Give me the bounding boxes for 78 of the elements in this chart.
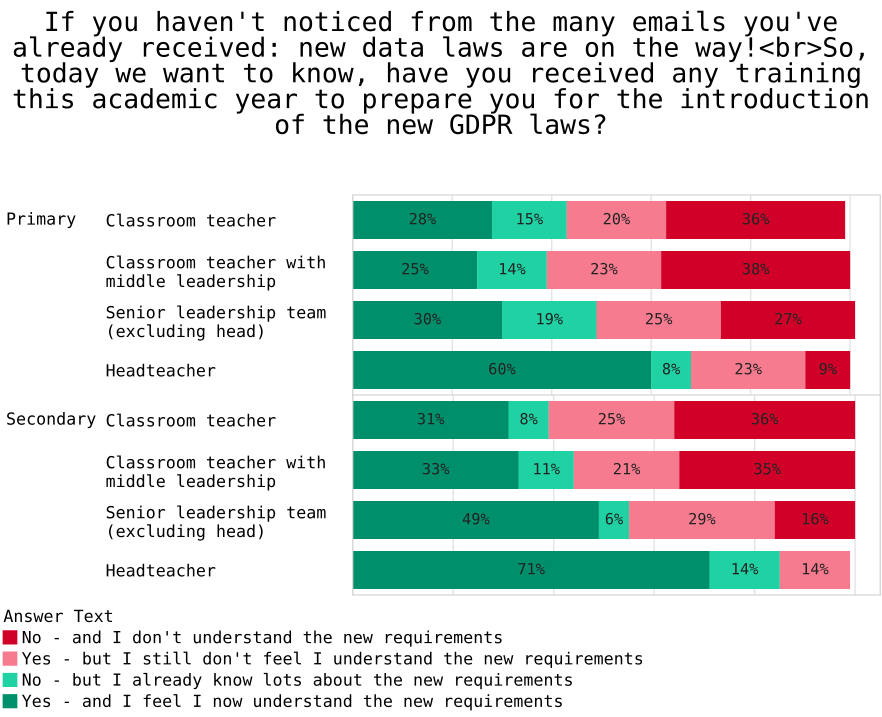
y-tick-label: Senior leadership team (excluding head) — [106, 306, 326, 341]
bar — [596, 301, 721, 339]
bar — [679, 451, 856, 489]
data-label: 11% — [534, 463, 560, 474]
bar — [502, 301, 596, 339]
data-label: 25% — [402, 262, 429, 274]
bar — [566, 201, 666, 239]
data-label: 8% — [662, 362, 680, 374]
bar — [352, 301, 502, 339]
bar — [574, 451, 680, 489]
bar — [518, 451, 574, 489]
data-label: 33% — [422, 462, 450, 474]
data-label: 60% — [489, 362, 516, 374]
text: Primary — [8, 212, 76, 228]
y-tick-label: Classroom teacher with middle leadership — [106, 456, 325, 490]
bar — [598, 501, 630, 539]
bar — [477, 251, 547, 289]
data-label: 8% — [520, 412, 538, 424]
bar — [690, 351, 806, 389]
data-label: 35% — [754, 462, 781, 474]
bar — [661, 251, 850, 289]
legend-label: No - and I don't understand the new requirements — [22, 630, 502, 647]
bar — [546, 251, 662, 289]
data-label: 31% — [418, 412, 444, 424]
y-tick-label: Classroom teacher with middle leadership — [106, 256, 325, 290]
data-label: 29% — [689, 512, 716, 524]
data-label: 36% — [742, 212, 770, 224]
legend-label: Yes - and I feel I now understand the new requirements — [22, 694, 562, 710]
data-label: 20% — [604, 212, 630, 224]
data-label: 25% — [598, 412, 626, 424]
bar — [352, 351, 652, 389]
y-tick-label: Headteacher — [106, 364, 216, 377]
data-label: 14% — [732, 563, 758, 574]
bar — [629, 501, 775, 539]
bar — [780, 551, 850, 589]
y-tick-label: Senior leadership team (excluding head) — [106, 506, 326, 541]
bar — [709, 551, 780, 589]
bar — [548, 401, 674, 439]
bar — [666, 201, 846, 239]
legend-label: Yes - but I still don't feel I understand the new requirements — [22, 652, 642, 668]
bar — [720, 301, 856, 339]
data-label: 71% — [518, 563, 545, 574]
data-label: 9% — [820, 362, 837, 374]
bar — [508, 401, 549, 439]
data-label: 14% — [500, 263, 526, 274]
bar — [492, 201, 567, 239]
data-label: 28% — [410, 212, 436, 224]
data-label: 19% — [537, 312, 563, 324]
bar — [352, 451, 519, 489]
data-label: 36% — [752, 412, 778, 424]
bar — [352, 251, 478, 289]
legend-title: Answer Text — [4, 610, 112, 622]
data-label: 30% — [414, 312, 441, 324]
data-label: 49% — [462, 512, 490, 524]
text: Secondary — [7, 412, 96, 428]
data-label: 38% — [742, 262, 770, 274]
data-label: 27% — [775, 312, 802, 324]
data-label: 14% — [802, 563, 828, 574]
data-label: 15% — [517, 213, 543, 224]
bar — [674, 401, 856, 439]
data-label: 6% — [606, 512, 623, 524]
bar — [774, 501, 856, 539]
bar — [352, 501, 599, 539]
data-label: 23% — [591, 262, 618, 274]
bar — [352, 401, 509, 439]
data-label: 25% — [646, 312, 672, 324]
bar — [651, 351, 691, 389]
y-tick-label: Classroom teacher — [106, 414, 276, 427]
y-tick-label: Classroom teacher — [106, 214, 276, 227]
bar — [352, 201, 492, 239]
data-label: 23% — [736, 362, 762, 374]
y-tick-label: Headteacher — [106, 564, 216, 577]
bar — [352, 551, 710, 589]
legend-label: No - but I already know lots about the new requirements — [22, 672, 572, 690]
bar — [805, 351, 850, 389]
chart-title: If you haven't noticed from the many emails you've already received: new data laws are on the way!<br>So, today we want to know, have you received any training this academic year to prepare you for the introduction of the new GDPR laws? — [14, 10, 868, 134]
data-label: 21% — [614, 462, 640, 474]
data-label: 16% — [802, 512, 828, 524]
